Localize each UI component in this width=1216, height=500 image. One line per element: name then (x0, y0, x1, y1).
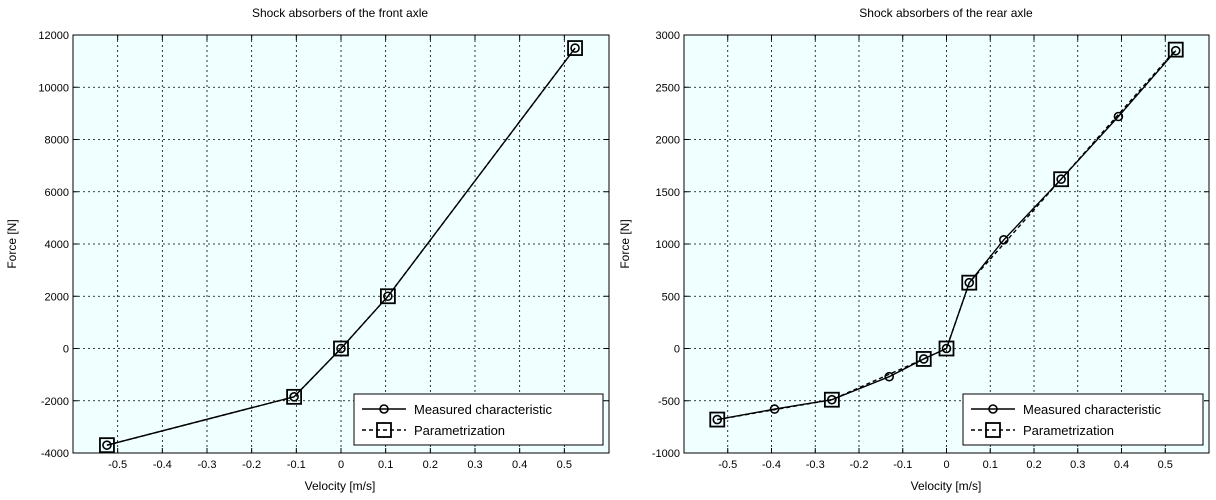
data-point-square (961, 274, 978, 291)
data-point-circle (999, 235, 1009, 245)
y-axis: -4000 -2000 0 2000 4000 6000 8000 10000 12000 (38, 30, 609, 460)
data-point-circle (102, 440, 112, 450)
data-point-square (286, 388, 303, 405)
x-tick-label: -0.5 (718, 459, 737, 471)
x-tick-label: 0.2 (1026, 459, 1041, 471)
x-tick-label: 0.3 (467, 459, 482, 471)
data-point-circle (941, 343, 952, 354)
data-point-circle (289, 392, 299, 402)
chart-title: Shock absorbers of the front axle (252, 6, 428, 20)
legend-label: Parametrization (414, 423, 505, 438)
data-point-circle (918, 354, 929, 364)
x-axis-label: Velocity [m/s] (911, 479, 982, 493)
legend-box (962, 393, 1204, 446)
y-tick-label: 6000 (45, 187, 69, 199)
series-parametrization (709, 41, 1184, 428)
data-point-square (379, 288, 396, 305)
data-point-square (915, 351, 932, 367)
data-point-square (1053, 171, 1070, 188)
series-line (717, 49, 1177, 421)
plot-area (684, 35, 1209, 453)
x-tick-label: 0.4 (1114, 459, 1129, 471)
y-axis: -1000 -500 0 500 1000 1500 2000 2500 3000 (652, 30, 1209, 460)
y-tick-label: 1500 (656, 187, 680, 199)
y-axis-label: Force [N] (5, 219, 19, 268)
data-point-circle (1056, 174, 1066, 185)
data-point-circle (1170, 45, 1181, 56)
x-tick-label: -0.3 (806, 459, 825, 471)
y-tick-label: 2500 (656, 82, 680, 94)
y-tick-label: 0 (63, 344, 69, 356)
x-tick-label: -0.2 (242, 459, 261, 471)
x-tick-label: 0.4 (512, 459, 527, 471)
x-tick-label: -0.1 (287, 459, 306, 471)
data-point-square (709, 411, 726, 428)
chart-front-axle: -0.5 -0.4 -0.3 -0.2 -0.1 0 0.1 0.2 0.3 0.4 0.5-400… (5, 6, 610, 493)
data-point-circle (964, 277, 975, 288)
legend-marker-circle (379, 404, 389, 414)
y-tick-label: 12000 (38, 30, 69, 42)
x-tick-label: 0.3 (1070, 459, 1085, 471)
x-tick-label: 0.1 (983, 459, 998, 471)
y-tick-label: 500 (662, 291, 680, 303)
y-tick-label: 3000 (656, 30, 680, 42)
legend-marker-circle (988, 404, 998, 414)
data-point-square (99, 437, 115, 454)
y-axis-label: Force [N] (618, 219, 632, 268)
y-tick-label: -4000 (41, 448, 69, 460)
chart-title: Shock absorbers of the rear axle (859, 6, 1033, 20)
y-tick-label: 2000 (656, 135, 680, 147)
legend: Measured characteristic Parametrization (962, 393, 1204, 446)
data-point-circle (769, 404, 780, 414)
x-axis-label: Velocity [m/s] (305, 479, 376, 493)
data-point-circle (884, 371, 894, 382)
legend-label: Measured characteristic (1023, 402, 1161, 417)
series-line (106, 47, 576, 446)
x-tick-label: 0.2 (423, 459, 438, 471)
y-tick-label: 8000 (45, 135, 69, 147)
x-tick-label: 0.1 (378, 459, 393, 471)
x-tick-label: -0.5 (108, 459, 127, 471)
x-tick-label: 0 (943, 459, 949, 471)
data-point-square (567, 40, 583, 56)
y-tick-label: 10000 (38, 82, 69, 94)
chart-rear-axle: -0.5 -0.4 -0.3 -0.2 -0.1 0 0.1 0.2 0.3 0.4 0.5-100… (618, 6, 1210, 493)
data-point-circle (383, 291, 393, 302)
data-point-square (938, 340, 955, 357)
series-parametrization (99, 40, 583, 454)
data-point-circle (336, 343, 346, 354)
y-tick-label: 4000 (45, 239, 69, 251)
x-tick-label: -0.4 (762, 459, 781, 471)
data-point-square (333, 340, 349, 357)
x-tick-label: -0.1 (893, 459, 912, 471)
legend-label: Measured characteristic (414, 402, 552, 417)
x-axis: -0.5 -0.4 -0.3 -0.2 -0.1 0 0.1 0.2 0.3 0.4 0.5 (718, 35, 1173, 471)
x-tick-label: -0.2 (850, 459, 869, 471)
y-tick-label: -2000 (41, 396, 69, 408)
x-tick-label: -0.3 (198, 459, 217, 471)
data-point-circle (570, 43, 580, 53)
x-tick-label: 0 (338, 459, 344, 471)
data-point-circle (1113, 111, 1124, 122)
legend-label: Parametrization (1023, 423, 1114, 438)
legend-marker-square (376, 422, 392, 438)
x-tick-label: 0.5 (557, 459, 572, 471)
legend-box (353, 393, 604, 446)
data-point-square (823, 391, 840, 408)
y-tick-label: -1000 (652, 448, 680, 460)
legend-marker-square (985, 422, 1001, 438)
x-tick-label: 0.5 (1158, 459, 1173, 471)
x-tick-label: -0.4 (153, 459, 172, 471)
y-tick-label: -500 (658, 396, 680, 408)
y-tick-label: 2000 (45, 291, 69, 303)
y-tick-label: 0 (674, 344, 680, 356)
data-point-square (1167, 41, 1184, 58)
legend: Measured characteristic Parametrization (353, 393, 604, 446)
y-tick-label: 1000 (656, 239, 680, 251)
x-axis: -0.5 -0.4 -0.3 -0.2 -0.1 0 0.1 0.2 0.3 0.4 0.5 (108, 35, 572, 471)
